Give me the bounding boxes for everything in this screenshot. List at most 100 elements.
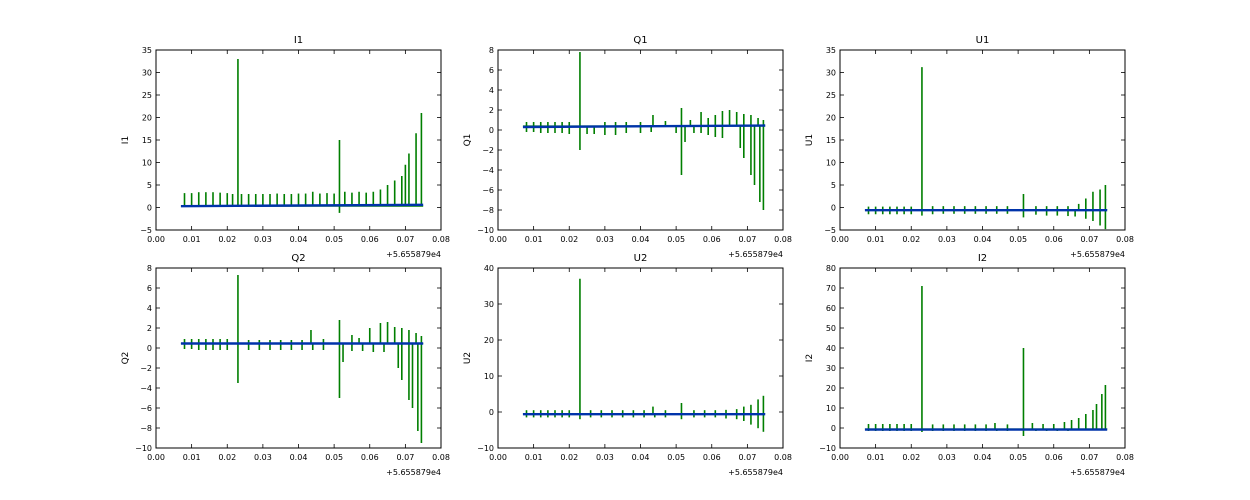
y-tick-label: 70 bbox=[826, 284, 836, 293]
plot-area bbox=[180, 59, 424, 213]
y-axis-label: I1 bbox=[121, 136, 131, 144]
x-tick-label: 0.00 bbox=[831, 453, 849, 462]
y-tick-label: 8 bbox=[147, 264, 152, 273]
y-tick-label: 0 bbox=[831, 424, 836, 433]
y-tick-label: −4 bbox=[482, 166, 494, 175]
x-tick-label: 0.02 bbox=[560, 235, 578, 244]
y-tick-label: 40 bbox=[484, 264, 494, 273]
y-axis-label: U1 bbox=[805, 134, 815, 146]
x-tick-label: 0.02 bbox=[560, 453, 578, 462]
y-tick-label: 6 bbox=[147, 284, 152, 293]
y-tick-label: 30 bbox=[826, 69, 836, 78]
y-tick-label: 6 bbox=[489, 66, 494, 75]
plot-area bbox=[864, 286, 1108, 436]
y-tick-label: 4 bbox=[489, 86, 494, 95]
x-tick-label: 0.03 bbox=[596, 453, 614, 462]
x-tick-label: 0.06 bbox=[361, 235, 379, 244]
y-tick-label: −2 bbox=[140, 364, 152, 373]
x-tick-label: 0.00 bbox=[147, 453, 165, 462]
y-tick-label: 10 bbox=[142, 159, 152, 168]
x-tick-label: 0.05 bbox=[325, 453, 343, 462]
y-tick-label: 30 bbox=[484, 300, 494, 309]
x-tick-label: 0.05 bbox=[1009, 453, 1027, 462]
axes-frame bbox=[497, 49, 784, 231]
y-tick-label: −10 bbox=[477, 444, 494, 453]
x-tick-label: 0.04 bbox=[632, 453, 650, 462]
y-tick-label: −8 bbox=[140, 424, 152, 433]
x-tick-label: 0.05 bbox=[667, 453, 685, 462]
model-series-line bbox=[522, 124, 766, 129]
y-tick-label: 10 bbox=[826, 404, 836, 413]
y-tick-label: 2 bbox=[147, 324, 152, 333]
x-tick-label: 0.04 bbox=[290, 235, 308, 244]
x-tick-label: 0.01 bbox=[183, 453, 201, 462]
panel-title: I2 bbox=[978, 253, 987, 264]
x-tick-label: 0.01 bbox=[867, 235, 885, 244]
x-tick-label: 0.00 bbox=[147, 235, 165, 244]
x-tick-label: 0.02 bbox=[218, 453, 236, 462]
y-axis-label: Q1 bbox=[463, 134, 473, 147]
panel-q2: Q2 Q2 0.00 0.01 0.02 0.03 0.04 0.05 0.06 0.07 0.08… bbox=[121, 253, 450, 477]
x-tick-label: 0.04 bbox=[290, 453, 308, 462]
x-tick-label: 0.01 bbox=[525, 453, 543, 462]
y-tick-label: 15 bbox=[826, 136, 836, 145]
y-tick-label: −5 bbox=[140, 226, 152, 235]
axes-frame bbox=[155, 49, 442, 231]
y-tick-label: 0 bbox=[489, 408, 494, 417]
x-tick-label: 0.08 bbox=[432, 235, 450, 244]
y-tick-label: 35 bbox=[142, 46, 152, 55]
panel-q1: Q1 Q1 0.00 0.01 0.02 0.03 0.04 0.05 0.06 0.07 0.08… bbox=[463, 35, 792, 259]
y-tick-label: 50 bbox=[826, 324, 836, 333]
y-tick-label: 80 bbox=[826, 264, 836, 273]
x-tick-label: 0.02 bbox=[902, 235, 920, 244]
panel-i1: I1 I1 0.00 0.01 0.02 0.03 0.04 0.05 0.06 0.07 0.08… bbox=[121, 35, 450, 259]
y-tick-label: 15 bbox=[142, 136, 152, 145]
panel-title: U2 bbox=[634, 253, 648, 264]
panel-i2: I2 I2 0.00 0.01 0.02 0.03 0.04 0.05 0.06 0.07 0.08… bbox=[805, 253, 1134, 477]
x-tick-label: 0.00 bbox=[831, 235, 849, 244]
x-tick-label: 0.06 bbox=[703, 235, 721, 244]
y-tick-label: 0 bbox=[147, 344, 152, 353]
y-tick-label: 60 bbox=[826, 304, 836, 313]
y-axis-label: Q2 bbox=[121, 352, 131, 365]
y-tick-label: 0 bbox=[489, 126, 494, 135]
x-tick-label: 0.06 bbox=[703, 453, 721, 462]
y-tick-label: 20 bbox=[826, 384, 836, 393]
x-tick-label: 0.07 bbox=[396, 453, 414, 462]
axes-frame bbox=[839, 267, 1126, 449]
panel-title: I1 bbox=[294, 35, 303, 46]
x-tick-label: 0.03 bbox=[596, 235, 614, 244]
y-tick-label: 10 bbox=[484, 372, 494, 381]
plot-area bbox=[522, 278, 766, 432]
x-tick-label: 0.03 bbox=[938, 453, 956, 462]
panel-title: Q2 bbox=[291, 253, 305, 264]
plot-area bbox=[180, 275, 424, 443]
x-tick-label: 0.08 bbox=[432, 453, 450, 462]
x-tick-label: 0.06 bbox=[1045, 453, 1063, 462]
y-tick-label: 30 bbox=[826, 364, 836, 373]
panel-title: U1 bbox=[976, 35, 990, 46]
y-tick-label: −6 bbox=[140, 404, 152, 413]
x-tick-label: 0.08 bbox=[1116, 453, 1134, 462]
x-tick-label: 0.04 bbox=[974, 235, 992, 244]
x-tick-label: 0.08 bbox=[1116, 235, 1134, 244]
y-tick-label: 20 bbox=[142, 114, 152, 123]
panel-title: Q1 bbox=[633, 35, 647, 46]
y-tick-label: 5 bbox=[831, 181, 836, 190]
x-tick-label: 0.01 bbox=[867, 453, 885, 462]
y-tick-label: 25 bbox=[142, 91, 152, 100]
y-tick-label: 4 bbox=[147, 304, 152, 313]
x-tick-label: 0.08 bbox=[774, 453, 792, 462]
y-axis-label: I2 bbox=[805, 354, 815, 362]
x-tick-label: 0.01 bbox=[525, 235, 543, 244]
y-tick-label: −4 bbox=[140, 384, 152, 393]
x-tick-label: 0.05 bbox=[1009, 235, 1027, 244]
x-tick-label: 0.04 bbox=[632, 235, 650, 244]
panel-u2: U2 U2 0.00 0.01 0.02 0.03 0.04 0.05 0.06 0.07 0.08… bbox=[463, 253, 792, 477]
y-tick-label: 10 bbox=[826, 159, 836, 168]
y-tick-label: 0 bbox=[147, 204, 152, 213]
x-tick-label: 0.07 bbox=[738, 453, 756, 462]
y-tick-label: 2 bbox=[489, 106, 494, 115]
